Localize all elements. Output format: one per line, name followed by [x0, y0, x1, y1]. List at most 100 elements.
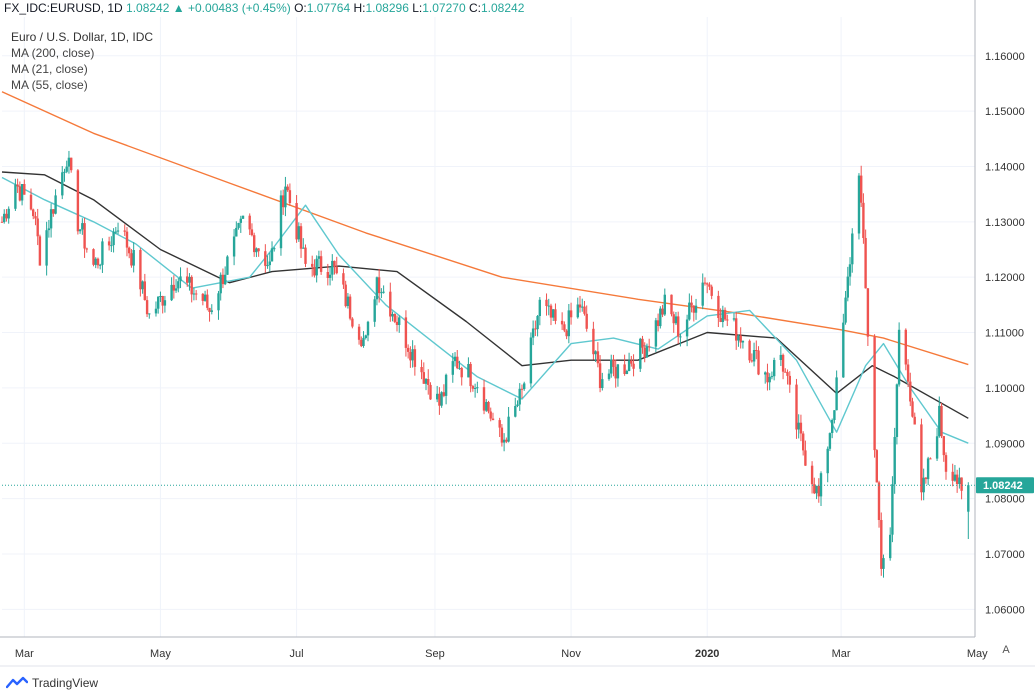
- candle-body: [304, 247, 307, 264]
- candle-body: [219, 274, 222, 294]
- candle-body: [471, 386, 475, 389]
- candle-body: [893, 437, 896, 485]
- candle-body: [656, 320, 660, 326]
- price-change: +0.00483 (+0.45%): [188, 1, 291, 15]
- candle-body: [817, 485, 820, 497]
- candle-body: [607, 373, 611, 380]
- candle-body: [909, 381, 912, 402]
- candle-body: [78, 229, 82, 232]
- candle-body: [192, 293, 196, 295]
- candle-body: [451, 361, 454, 375]
- candle-body: [61, 172, 64, 196]
- candle-body: [578, 304, 582, 308]
- candle-body: [565, 330, 568, 337]
- candle-body: [955, 474, 959, 484]
- last-price-tag: 1.08242: [976, 477, 1034, 494]
- candle-body: [331, 260, 334, 275]
- open-value: 1.07764: [306, 1, 351, 15]
- indicator-legend: Euro / U.S. Dollar, 1D, IDC MA (200, clo…: [11, 29, 153, 93]
- candle-body: [217, 293, 220, 311]
- candle-body: [18, 186, 22, 201]
- ma200-path: [1, 91, 969, 366]
- candle-body: [467, 364, 470, 378]
- time-tick-label: May: [150, 648, 171, 660]
- candle-body: [813, 484, 816, 494]
- candle-body: [755, 350, 758, 351]
- legend-ma200[interactable]: MA (200, close): [11, 46, 95, 60]
- candle-body: [583, 306, 586, 314]
- price-axis[interactable]: 1.16000 1.15000 1.14000 1.13000 1.12000 1.110…: [985, 51, 1025, 617]
- candle-body: [848, 264, 852, 277]
- candle-body: [804, 450, 807, 466]
- candle-body: [674, 316, 678, 324]
- candle-body: [163, 300, 167, 306]
- candle-body: [232, 236, 236, 257]
- candle-body: [547, 305, 550, 307]
- candle-body: [560, 320, 564, 325]
- candle-body: [123, 230, 126, 232]
- high-label: H:: [353, 1, 366, 15]
- candle-body: [766, 372, 769, 383]
- candle-body: [473, 388, 477, 389]
- candle-body: [514, 406, 517, 417]
- time-tick-label: Jul: [290, 648, 304, 660]
- candle-body: [643, 347, 646, 358]
- candle-body: [911, 401, 914, 417]
- candle-body: [953, 474, 957, 481]
- time-axis[interactable]: Mar May Jul Sep Nov 2020 Mar May: [15, 648, 988, 660]
- close-label: C:: [468, 1, 481, 15]
- candle-body: [63, 171, 66, 173]
- last-price: 1.08242: [126, 1, 170, 15]
- candle-body: [828, 433, 832, 449]
- candle-body: [833, 410, 836, 420]
- candle-body: [784, 371, 787, 373]
- candle-body: [516, 404, 519, 406]
- candle-body: [632, 363, 635, 369]
- candle-body: [844, 297, 847, 323]
- candle-body: [203, 294, 207, 301]
- candle-body: [862, 202, 865, 238]
- price-tick-label: 1.07000: [985, 549, 1025, 561]
- candle-body: [47, 228, 51, 231]
- candle-body: [717, 295, 720, 318]
- candle-body: [99, 264, 102, 266]
- candle-body: [523, 383, 526, 389]
- candle-body: [732, 318, 736, 320]
- brand[interactable]: TradingView: [6, 676, 98, 690]
- candle-body: [545, 299, 548, 306]
- candle-body: [897, 329, 901, 385]
- up-arrow-icon: ▲: [172, 1, 185, 15]
- candle-body: [938, 405, 941, 437]
- candle-body: [299, 226, 303, 249]
- candle-body: [266, 265, 269, 267]
- candle-body: [563, 324, 566, 331]
- candle-body: [96, 258, 100, 266]
- low-value: 1.07270: [422, 1, 466, 15]
- candle-body: [672, 314, 675, 324]
- candle-body: [741, 340, 745, 343]
- candle-body: [520, 388, 524, 390]
- candle-body: [531, 328, 535, 338]
- candle-body: [752, 350, 756, 362]
- candle-body: [944, 455, 948, 472]
- candle-body: [518, 388, 521, 405]
- candle-body: [404, 317, 408, 348]
- candle-body: [348, 296, 352, 319]
- candle-body: [476, 387, 479, 389]
- candle-body: [335, 266, 338, 274]
- candle-body: [679, 336, 682, 338]
- candle-body: [498, 420, 501, 428]
- legend-ma21[interactable]: MA (21, close): [11, 62, 88, 76]
- candle-body: [920, 424, 923, 493]
- candle-body: [351, 318, 354, 327]
- candle-body: [201, 293, 204, 301]
- axes: [0, 0, 1035, 667]
- candle-body: [288, 190, 292, 203]
- symbol-label[interactable]: FX_IDC:EURUSD, 1D: [4, 1, 123, 15]
- candle-body: [601, 379, 604, 388]
- legend-ma55[interactable]: MA (55, close): [11, 78, 88, 92]
- candle-body: [616, 364, 620, 379]
- auto-scale-button[interactable]: A: [1002, 644, 1010, 656]
- candle-body: [85, 248, 88, 250]
